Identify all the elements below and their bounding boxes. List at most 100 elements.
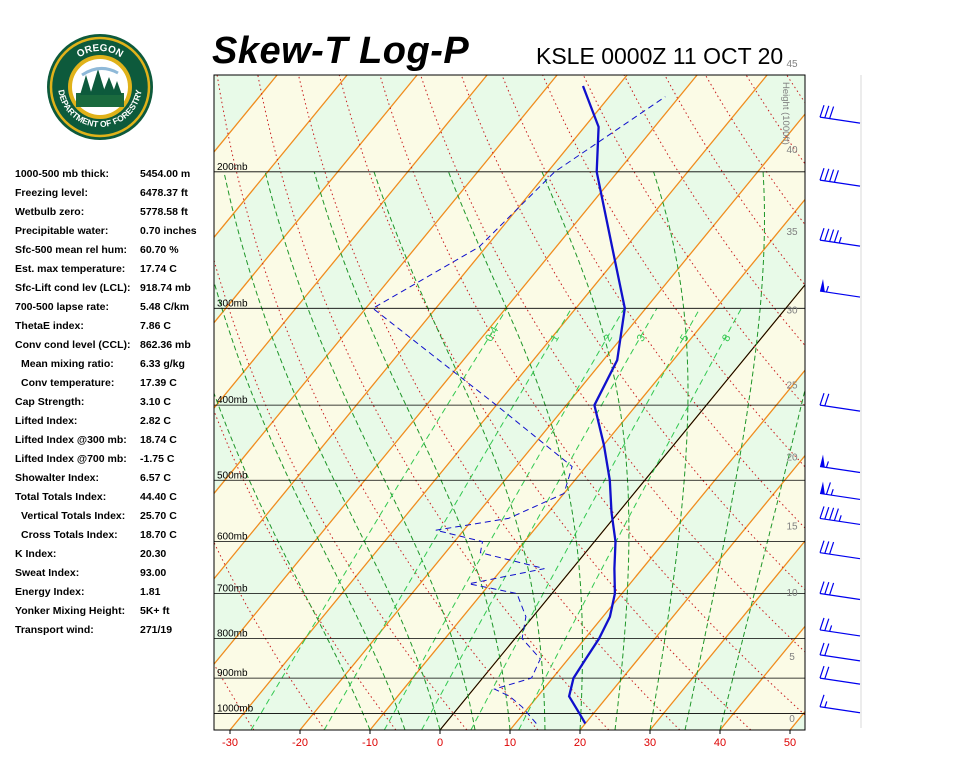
mixing-ratio-label: 8 (720, 333, 733, 344)
pressure-label: 900mb (217, 668, 248, 679)
station-time-label: KSLE 0000Z 11 OCT 20 (536, 43, 784, 69)
height-tick-label: 25 (786, 380, 798, 391)
wind-barb (819, 642, 861, 662)
x-tick-label: 0 (437, 737, 443, 749)
mixing-ratio-label: 3 (635, 333, 648, 344)
x-tick-label: -30 (222, 737, 238, 749)
mixing-ratio-line (250, 308, 508, 730)
height-axis-label: Height (1000ft) (780, 82, 791, 145)
stat-row: Energy Index: 1.81 (15, 586, 220, 605)
height-tick-label: 10 (786, 588, 798, 599)
wind-barb-flag (824, 168, 830, 182)
isotherm-band (0, 75, 67, 730)
stat-label: Energy Index: (15, 586, 85, 598)
stat-row: ThetaE index: 7.86 C (15, 320, 220, 339)
mixing-ratio-line (323, 308, 572, 730)
dry-adiabat (786, 75, 805, 104)
wind-barb-flag (833, 508, 839, 521)
wind-barb-staff (819, 552, 861, 560)
isotherm-line (299, 113, 805, 730)
isotherm-line (0, 75, 137, 730)
wind-barb-staff (819, 654, 861, 662)
moist-adiabat (214, 280, 406, 730)
stat-row: Sweat Index: 93.00 (15, 567, 220, 586)
temperature-trace (567, 85, 626, 725)
stat-label: ThetaE index: (15, 320, 84, 332)
stat-label: Conv cond level (CCL): (15, 339, 131, 351)
pressure-label: 300mb (217, 298, 248, 309)
x-tick-label: 10 (504, 737, 516, 749)
wind-barb-half-flag (829, 625, 833, 632)
svg-text:OREGON: OREGON (75, 43, 125, 60)
wind-barb-pennant (820, 481, 825, 495)
isotherm-line (579, 454, 805, 730)
stat-label: Lifted Index: (15, 415, 78, 427)
wind-barb-staff (819, 517, 861, 526)
isotherm-line (214, 75, 558, 495)
mixing-ratio-line (518, 308, 742, 730)
pressure-label: 600mb (217, 532, 248, 543)
wind-barb-flag (824, 105, 830, 119)
isotherm-line (860, 75, 960, 730)
isotherm-band (790, 711, 805, 730)
wind-barb-flag (819, 392, 825, 406)
stat-value: 18.70 C (140, 529, 177, 541)
stat-row: Transport wind: 271/19 (15, 624, 220, 643)
wind-barb-flag (829, 169, 835, 182)
moist-adiabat (448, 171, 583, 730)
pressure-label: 500mb (217, 470, 248, 481)
stat-row: Cross Totals Index: 18.70 C (15, 529, 220, 548)
isotherm-line (214, 75, 488, 410)
wind-barb-flag (819, 581, 825, 594)
wind-barb-flag (819, 167, 825, 181)
stat-value: 6478.37 ft (140, 187, 188, 199)
stat-row: Lifted Index @700 mb: -1.75 C (15, 453, 220, 472)
stat-value: 93.00 (140, 567, 167, 579)
stat-label: K Index: (15, 548, 57, 560)
x-tick-label: 30 (644, 737, 656, 749)
wind-barb-half-flag (830, 488, 834, 496)
stat-label: Transport wind: (15, 624, 94, 636)
stat-row: Freezing level: 6478.37 ft (15, 187, 220, 206)
wind-barb-staff (819, 179, 861, 187)
stat-value: 44.40 C (140, 491, 177, 503)
stat-label: Sfc-500 mean rel hum: (15, 244, 128, 256)
stat-label: Sfc-Lift cond lev (LCL): (15, 282, 131, 294)
stat-row: Lifted Index: 2.82 C (15, 415, 220, 434)
mixing-ratio-label: 1 (548, 333, 561, 344)
wind-barb-staff (819, 116, 861, 124)
x-tick-label: 20 (574, 737, 586, 749)
stat-row: Total Totals Index: 44.40 C (15, 491, 220, 510)
stat-value: 5K+ ft (140, 605, 170, 617)
isotherm-line (0, 75, 67, 730)
wind-barb-half-flag (838, 236, 842, 244)
wind-barb-flag (824, 228, 830, 242)
pressure-label: 200mb (217, 162, 248, 173)
stat-row: Precipitable water: 0.70 inches (15, 225, 220, 244)
wind-barb-flag (819, 104, 825, 118)
stat-label: Showalter Index: (15, 472, 100, 484)
dewpoint-trace (371, 96, 666, 724)
stat-label: Freezing level: (15, 187, 88, 199)
stat-label: Conv temperature: (21, 377, 115, 389)
x-tick-label: 40 (714, 737, 726, 749)
wind-barb-pennant (820, 279, 825, 292)
wind-barb-flag (819, 617, 825, 631)
wind-barb (819, 392, 861, 412)
wind-barb-flag (829, 541, 835, 555)
stat-label: Lifted Index @700 mb: (15, 453, 127, 465)
wind-barb-flag (824, 643, 830, 656)
wind-barb (819, 454, 861, 474)
sounding-indices-panel: 1000-500 mb thick: 5454.00 m Freezing lev… (15, 168, 220, 643)
stat-value: 271/19 (140, 624, 173, 636)
height-tick-label: 35 (786, 227, 798, 238)
isotherm-line (789, 710, 805, 730)
wind-barb-flag (833, 230, 839, 243)
wind-barb (819, 104, 861, 124)
stat-label: Lifted Index @300 mb: (15, 434, 127, 446)
wind-barb-half-flag (825, 285, 829, 293)
wind-barb-staff (819, 592, 861, 601)
pressure-label: 1000mb (217, 704, 254, 715)
isotherm-band (0, 75, 207, 730)
isotherm-band (0, 75, 137, 730)
